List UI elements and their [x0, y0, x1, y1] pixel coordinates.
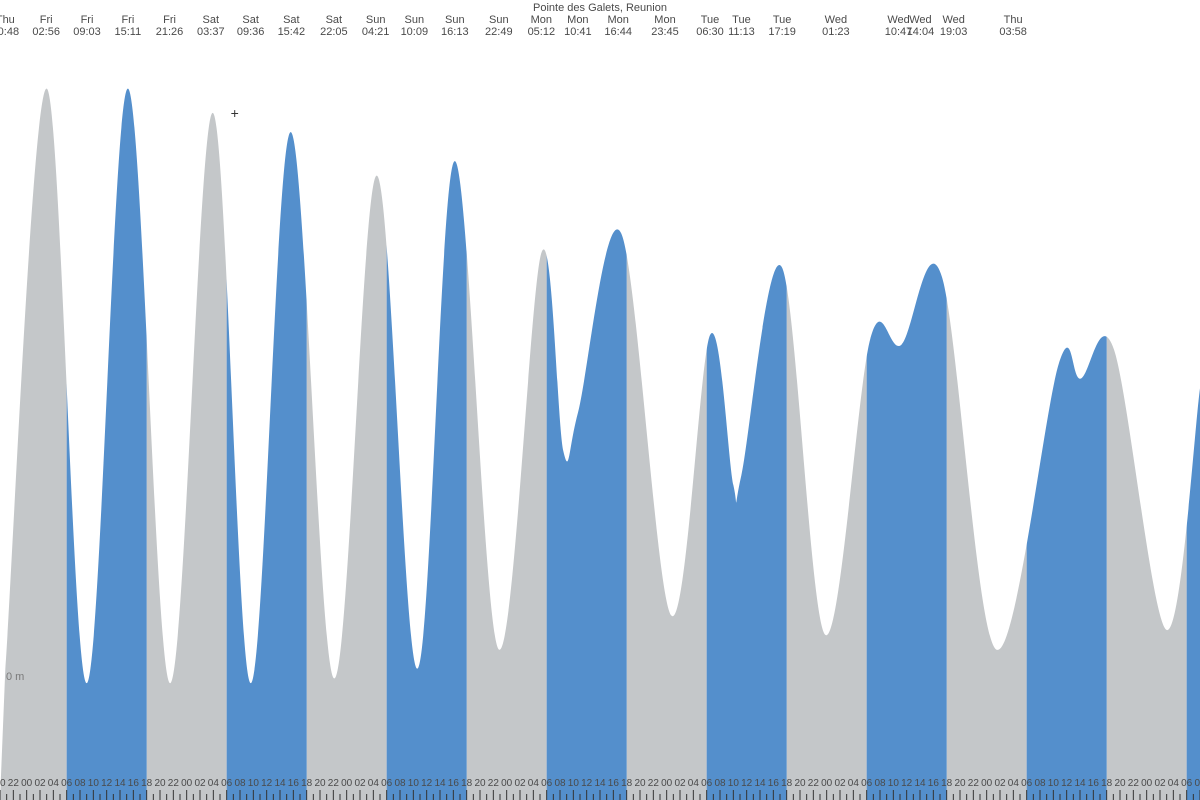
x-tick-label: 06	[221, 778, 232, 789]
x-tick-label: 10	[888, 778, 899, 789]
x-tick-label: 02	[194, 778, 205, 789]
x-tick-label: 08	[714, 778, 725, 789]
x-tick-label: 06	[701, 778, 712, 789]
x-tick-label: 08	[74, 778, 85, 789]
x-tick-label: 16	[608, 778, 619, 789]
x-tick-label: 14	[114, 778, 125, 789]
x-tick-label: 14	[754, 778, 765, 789]
x-tick-label: 14	[914, 778, 925, 789]
x-tick-label: 20	[794, 778, 805, 789]
x-tick-label: 08	[394, 778, 405, 789]
x-tick-label: 02	[834, 778, 845, 789]
x-tick-label: 22	[8, 778, 19, 789]
x-tick-label: 14	[274, 778, 285, 789]
x-tick-label: 16	[128, 778, 139, 789]
x-tick-label: 22	[328, 778, 339, 789]
x-tick-label: 12	[1061, 778, 1072, 789]
x-tick-label: 18	[461, 778, 472, 789]
x-tick-label: 14	[594, 778, 605, 789]
x-tick-label: 16	[768, 778, 779, 789]
x-tick-label: 06	[541, 778, 552, 789]
x-tick-label: 04	[368, 778, 379, 789]
x-tick-label: 16	[448, 778, 459, 789]
x-tick-label: 06	[1021, 778, 1032, 789]
x-tick-label: 10	[408, 778, 419, 789]
x-tick-label: 16	[928, 778, 939, 789]
x-tick-label: 20	[154, 778, 165, 789]
tide-area-plot	[0, 0, 1200, 800]
x-tick-label: 18	[1101, 778, 1112, 789]
zero-line-label: 0 m	[6, 671, 24, 683]
x-tick-label: 10	[728, 778, 739, 789]
x-tick-label: 06	[61, 778, 72, 789]
x-tick-label: 04	[208, 778, 219, 789]
x-tick-label: 08	[554, 778, 565, 789]
x-tick-label: 22	[808, 778, 819, 789]
x-tick-label: 22	[648, 778, 659, 789]
x-tick-label: 00	[981, 778, 992, 789]
x-tick-label: 16	[288, 778, 299, 789]
x-tick-label: 12	[101, 778, 112, 789]
x-tick-label: 04	[848, 778, 859, 789]
x-tick-label: 08	[874, 778, 885, 789]
x-tick-label: 20	[314, 778, 325, 789]
x-tick-label: 02	[34, 778, 45, 789]
x-tick-label: 00	[1141, 778, 1152, 789]
x-tick-label: 20	[0, 778, 6, 789]
x-tick-label: 10	[248, 778, 259, 789]
x-tick-label: 08	[1194, 778, 1200, 789]
x-tick-label: 12	[741, 778, 752, 789]
x-tick-label: 02	[994, 778, 1005, 789]
x-tick-label: 00	[181, 778, 192, 789]
x-tick-label: 06	[861, 778, 872, 789]
tide-chart: Pointe des Galets, Reunion Thu20:48Fri02…	[0, 0, 1200, 800]
x-tick-label: 08	[234, 778, 245, 789]
x-tick-label: 16	[1088, 778, 1099, 789]
x-tick-label: 12	[421, 778, 432, 789]
x-tick-label: 22	[488, 778, 499, 789]
x-tick-label: 02	[514, 778, 525, 789]
x-tick-label: 18	[301, 778, 312, 789]
x-tick-label: 20	[474, 778, 485, 789]
x-tick-label: 10	[1048, 778, 1059, 789]
x-tick-label: 20	[1114, 778, 1125, 789]
x-tick-label: 04	[528, 778, 539, 789]
x-tick-label: 00	[821, 778, 832, 789]
x-tick-label: 18	[941, 778, 952, 789]
x-tick-label: 12	[581, 778, 592, 789]
x-tick-label: 00	[341, 778, 352, 789]
x-tick-label: 00	[501, 778, 512, 789]
x-tick-label: 10	[88, 778, 99, 789]
x-tick-label: 04	[688, 778, 699, 789]
x-tick-label: 00	[661, 778, 672, 789]
x-tick-label: 22	[1128, 778, 1139, 789]
x-tick-label: 18	[781, 778, 792, 789]
x-tick-label: 12	[901, 778, 912, 789]
x-tick-label: 20	[634, 778, 645, 789]
x-tick-label: 10	[568, 778, 579, 789]
x-tick-label: 18	[141, 778, 152, 789]
x-tick-label: 02	[354, 778, 365, 789]
x-tick-label: 04	[1168, 778, 1179, 789]
x-tick-label: 04	[1008, 778, 1019, 789]
x-tick-label: 06	[381, 778, 392, 789]
x-tick-label: 00	[21, 778, 32, 789]
x-tick-label: 02	[1154, 778, 1165, 789]
x-tick-label: 02	[674, 778, 685, 789]
x-tick-label: 22	[168, 778, 179, 789]
x-tick-label: 20	[954, 778, 965, 789]
x-tick-label: 06	[1181, 778, 1192, 789]
x-tick-label: 14	[434, 778, 445, 789]
x-tick-label: 12	[261, 778, 272, 789]
x-tick-label: 14	[1074, 778, 1085, 789]
x-tick-label: 22	[968, 778, 979, 789]
x-tick-label: 08	[1034, 778, 1045, 789]
x-tick-label: 18	[621, 778, 632, 789]
x-tick-label: 04	[48, 778, 59, 789]
